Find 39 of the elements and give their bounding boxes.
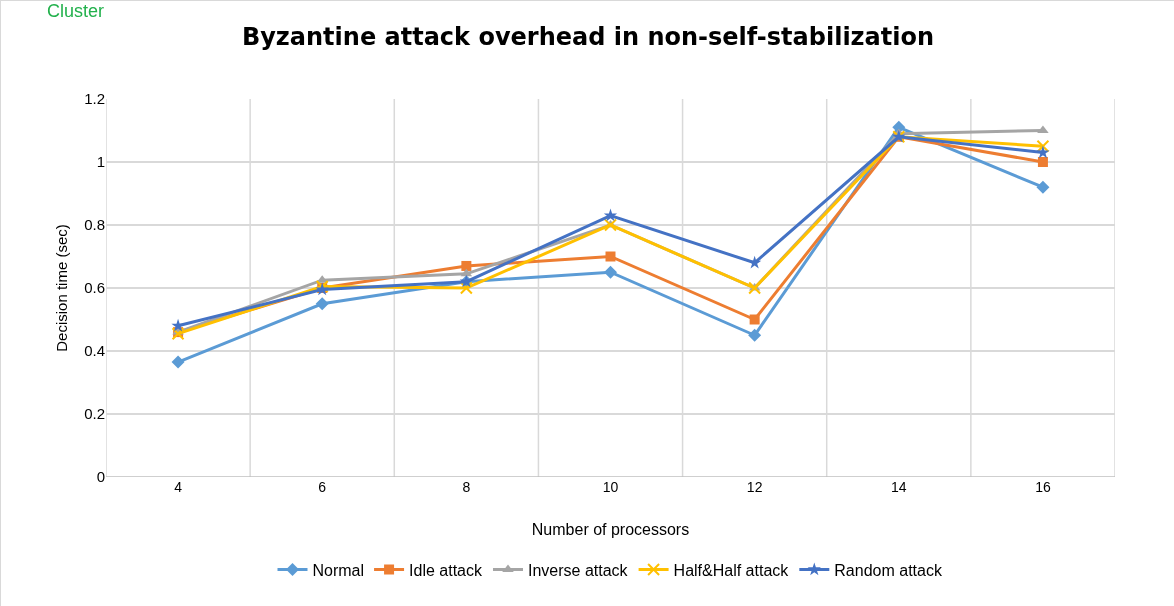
y-tick-label: 0.2 <box>84 405 105 423</box>
point <box>459 281 473 295</box>
point <box>171 355 185 369</box>
chart-title: Byzantine attack overhead in non-self-stabilization <box>241 23 935 52</box>
y-tick-label: 1.2 <box>84 90 105 108</box>
point <box>604 265 617 279</box>
point <box>315 297 329 311</box>
legend-label: Half&Half attack <box>673 561 790 579</box>
x-tick-label: 14 <box>891 479 907 495</box>
point <box>605 251 616 262</box>
x-tick-label: 6 <box>318 479 327 495</box>
x-tick-label: 12 <box>746 479 763 495</box>
legend-label: Random attack <box>834 561 943 579</box>
legend-label: Inverse attack <box>527 561 629 579</box>
y-tick-label: 0 <box>96 468 105 486</box>
point <box>748 281 762 295</box>
x-tick-label: 10 <box>602 479 619 495</box>
legend-label: Normal <box>312 561 365 579</box>
x-tick-label: 16 <box>1035 479 1051 495</box>
point <box>748 328 762 342</box>
point <box>1036 180 1050 194</box>
legend-label: Idle attack <box>409 561 483 579</box>
x-axis-title: Number of processors <box>531 521 690 538</box>
point <box>749 314 760 325</box>
y-tick-label: 0.4 <box>84 342 105 360</box>
point <box>1036 145 1050 159</box>
point <box>604 218 617 232</box>
x-tick-label: 8 <box>462 479 471 495</box>
y-tick-label: 0.8 <box>84 216 105 234</box>
y-axis-title: Decision time (sec) <box>53 224 71 352</box>
point <box>603 208 618 222</box>
point <box>461 260 472 271</box>
point <box>1037 157 1048 167</box>
y-tick-label: 0.6 <box>84 279 105 297</box>
text: Cluster <box>47 1 105 21</box>
y-tick-label: 1 <box>96 153 105 171</box>
point <box>171 318 185 332</box>
x-tick-label: 4 <box>174 479 183 495</box>
point <box>1036 139 1050 153</box>
